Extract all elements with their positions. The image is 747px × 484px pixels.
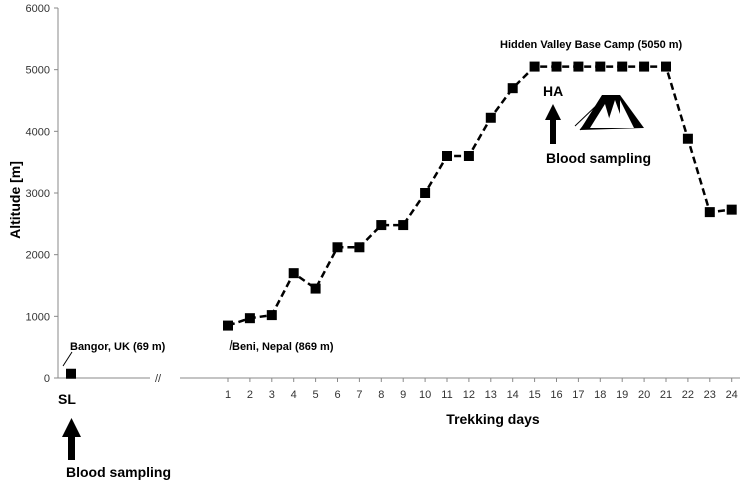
data-point	[726, 204, 737, 215]
y-tick-label: 5000	[26, 65, 50, 77]
altitude-series	[223, 61, 737, 331]
x-tick-label: 5	[313, 389, 319, 401]
y-tick-label: 0	[44, 373, 50, 385]
y-axis-label: Altitude [m]	[7, 161, 23, 239]
x-tick-label: 15	[528, 389, 540, 401]
data-point	[310, 283, 321, 294]
x-tick-label: 8	[378, 389, 384, 401]
x-tick-label: 1	[225, 389, 231, 401]
y-tick-label: 2000	[26, 250, 50, 262]
data-point	[551, 61, 562, 72]
x-tick-label: 12	[463, 389, 475, 401]
x-tick-label: 7	[356, 389, 362, 401]
x-tick-label: 3	[269, 389, 275, 401]
x-tick-label: 20	[638, 389, 650, 401]
data-point	[463, 151, 474, 161]
x-tick-label: 16	[550, 389, 562, 401]
arrow-up-icon	[62, 418, 81, 460]
beni-leader	[229, 339, 233, 351]
data-point	[661, 61, 671, 72]
sea-level-label: SL	[58, 391, 76, 407]
x-tick-label: 6	[334, 389, 340, 401]
bangor-label: Bangor, UK (69 m)	[70, 341, 166, 353]
data-point	[639, 61, 650, 72]
x-tick-labels: 1 2 3 4 5 6 7 8 9 10 11 12 13 14 15 16 17 18 19 20 21 22 23 24	[225, 378, 738, 401]
x-tick-label: 4	[291, 389, 297, 401]
y-tick-labels: 0 1000 2000 3000 4000 5000 6000	[26, 3, 58, 385]
x-tick-label: 19	[616, 389, 628, 401]
blood-sampling-sl-label: Blood sampling	[66, 464, 171, 480]
data-point	[420, 188, 431, 198]
data-point	[398, 220, 409, 231]
tent-icon	[574, 95, 644, 131]
x-tick-label: 22	[682, 389, 694, 401]
x-tick-label: 17	[572, 389, 584, 401]
arrow-up-icon	[545, 104, 561, 144]
hidden-valley-label: Hidden Valley Base Camp (5050 m)	[500, 39, 683, 51]
data-point	[332, 242, 343, 253]
x-tick-label: 10	[419, 389, 431, 401]
data-point	[223, 320, 233, 331]
series-line	[227, 65, 732, 327]
x-tick-label: 23	[704, 389, 716, 401]
data-point	[595, 61, 606, 72]
data-point	[704, 207, 715, 218]
x-axis-label: Trekking days	[446, 411, 540, 427]
y-tick-label: 6000	[26, 3, 50, 15]
x-tick-label: 14	[507, 389, 519, 401]
data-point	[485, 112, 496, 123]
axis-break: //	[155, 373, 162, 385]
x-tick-label: 24	[726, 389, 738, 401]
data-point	[442, 151, 452, 161]
data-point	[682, 133, 693, 144]
y-tick-label: 4000	[26, 126, 50, 138]
data-point	[354, 242, 365, 253]
bangor-leader	[62, 351, 73, 367]
beni-label: Beni, Nepal (869 m)	[232, 341, 334, 353]
axes	[57, 8, 740, 379]
y-tick-label: 3000	[26, 188, 50, 200]
data-point	[507, 83, 518, 94]
blood-sampling-ha-label: Blood sampling	[546, 150, 651, 166]
y-tick-label: 1000	[26, 311, 50, 323]
data-point	[529, 61, 540, 72]
x-tick-label: 2	[247, 389, 253, 401]
data-point	[288, 268, 299, 279]
x-tick-label: 21	[660, 389, 672, 401]
data-point	[266, 310, 277, 321]
sea-level-point	[66, 368, 76, 379]
x-tick-label: 11	[441, 389, 452, 401]
data-point	[244, 313, 255, 324]
x-tick-label: 13	[485, 389, 497, 401]
x-tick-label: 18	[594, 389, 606, 401]
data-point	[376, 220, 387, 231]
data-point	[573, 61, 584, 72]
data-point	[617, 61, 628, 72]
x-tick-label: 9	[400, 389, 406, 401]
ha-label: HA	[543, 83, 563, 99]
